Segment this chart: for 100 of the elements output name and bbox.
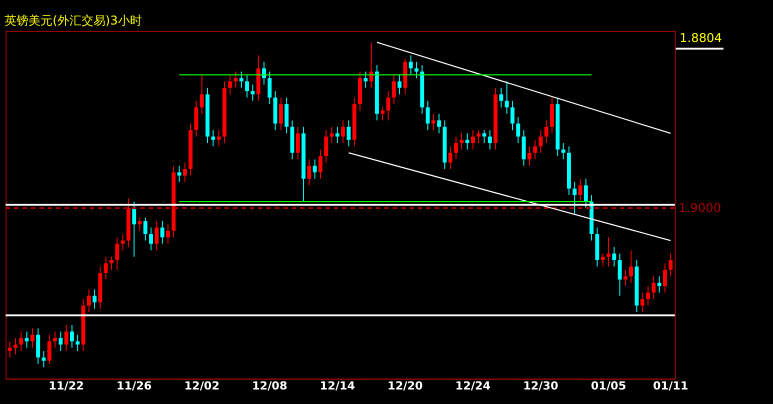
- candlestick: [346, 120, 351, 147]
- candlestick: [296, 126, 300, 160]
- candlestick: [149, 227, 154, 251]
- candlestick: [460, 132, 464, 150]
- candlestick: [612, 246, 616, 268]
- candlestick: [629, 250, 634, 284]
- candlestick: [245, 74, 250, 98]
- candlestick: [341, 120, 346, 144]
- candlestick: [522, 130, 526, 166]
- candlestick: [53, 331, 57, 348]
- candlestick: [640, 292, 644, 313]
- candlestick: [268, 71, 272, 105]
- candlestick: [30, 328, 34, 348]
- candlestick: [364, 71, 368, 88]
- candlestick: [19, 331, 24, 352]
- candlestick: [216, 130, 221, 147]
- candlestick: [138, 217, 142, 232]
- candlestick: [307, 158, 312, 186]
- candlestick: [47, 334, 52, 365]
- candlestick: [182, 162, 187, 183]
- chart-title: 英镑美元(外汇交易)3小时: [4, 13, 142, 28]
- candlestick: [24, 331, 29, 348]
- x-tick-label: 12/20: [388, 379, 424, 392]
- candlestick: [606, 236, 610, 268]
- candlestick: [600, 253, 605, 268]
- candlestick: [120, 234, 125, 251]
- candlestick: [211, 130, 216, 147]
- candlestick: [533, 139, 538, 160]
- candlestick: [476, 130, 481, 144]
- candlestick: [380, 106, 385, 121]
- candlestick: [70, 324, 74, 348]
- candlestick: [431, 113, 436, 131]
- candlestick: [284, 97, 289, 134]
- candlestick: [470, 130, 475, 150]
- candlestick: [414, 61, 418, 79]
- candlestick: [335, 126, 340, 144]
- x-tick-label: 12/14: [320, 379, 356, 392]
- candlestick: [132, 201, 136, 258]
- candlestick: [194, 100, 198, 138]
- candlestick: [657, 276, 662, 294]
- candlestick: [369, 42, 374, 88]
- candlestick: [177, 165, 182, 183]
- candlestick: [538, 130, 543, 154]
- candlestick: [318, 149, 322, 180]
- candlestick: [92, 288, 97, 310]
- candlestick: [572, 182, 577, 216]
- candlestick: [646, 286, 650, 306]
- candlestick: [143, 217, 148, 242]
- candlestick: [115, 236, 120, 270]
- candlestick: [64, 324, 68, 352]
- candlestick: [662, 262, 667, 294]
- candlestick: [324, 130, 328, 164]
- candlestick: [392, 74, 396, 105]
- candlestick: [488, 130, 492, 150]
- candlestick: [228, 74, 232, 95]
- candlestick: [510, 100, 514, 131]
- candlestick: [408, 54, 413, 76]
- x-tick-label: 01/05: [590, 379, 626, 392]
- candlestick: [58, 331, 63, 352]
- candlestick: [623, 269, 628, 287]
- candlestick: [618, 253, 622, 296]
- candlestick: [561, 142, 566, 160]
- x-tick-label: 12/02: [184, 379, 220, 392]
- candlestick: [14, 338, 18, 355]
- candlestick: [8, 340, 12, 358]
- candlestick: [234, 71, 238, 88]
- candlestick: [516, 116, 520, 144]
- candlestick: [154, 220, 159, 251]
- candlestick: [437, 113, 442, 134]
- candlestick: [250, 84, 255, 102]
- candlestick: [454, 136, 458, 160]
- candlestick: [544, 120, 548, 144]
- x-tick-label: 12/24: [455, 379, 491, 392]
- text: 1.9000: [678, 200, 722, 215]
- candlestick: [110, 256, 114, 270]
- candlestick: [652, 276, 656, 300]
- candlestick: [200, 74, 204, 114]
- candlestick: [76, 334, 80, 352]
- x-tick-label: 12/30: [523, 379, 559, 392]
- candlestick: [104, 256, 108, 280]
- candlestick: [584, 178, 588, 209]
- candlestick: [465, 132, 470, 150]
- candlestick: [312, 158, 317, 180]
- candlestick: [398, 74, 402, 95]
- candlestick: [86, 288, 91, 313]
- candlestick: [668, 253, 673, 277]
- candlestick: [160, 220, 164, 244]
- candlestick: [499, 87, 504, 108]
- text: 1.8804: [680, 31, 722, 46]
- candlestick: [42, 350, 46, 368]
- x-tick-label: 12/08: [252, 379, 288, 392]
- candlestick: [527, 146, 532, 166]
- candlestick: [36, 328, 40, 365]
- candlestick: [504, 80, 509, 114]
- candlestick: [239, 71, 244, 88]
- candlestick: [278, 97, 283, 131]
- x-tick-label: 11/26: [116, 379, 152, 392]
- candlestick: [448, 146, 452, 170]
- candlestick: [550, 97, 554, 134]
- x-tick-label: 01/11: [652, 379, 688, 392]
